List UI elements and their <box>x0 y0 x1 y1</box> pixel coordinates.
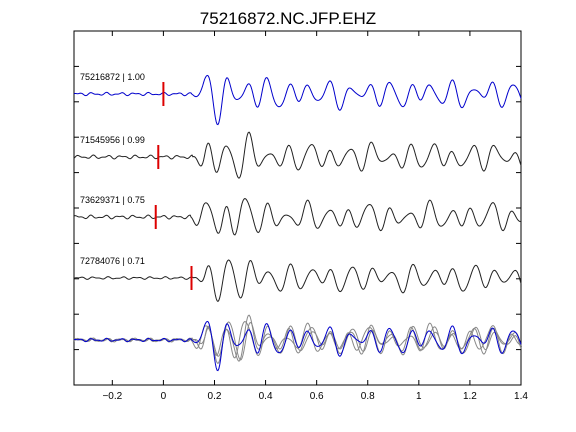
trace-label: 73629371 | 0.75 <box>80 195 145 205</box>
x-tick-label: 0.4 <box>259 391 273 402</box>
trace-label: 72784076 | 0.71 <box>80 256 145 266</box>
trace-line <box>73 259 522 303</box>
x-tick-label: 0.8 <box>361 391 375 402</box>
x-tick-label: 1.4 <box>514 391 528 402</box>
trace-line <box>73 198 522 236</box>
x-tick-label: 0 <box>161 391 167 402</box>
trace-label: 75216872 | 1.00 <box>80 72 145 82</box>
trace-line <box>73 131 522 179</box>
stack-overlay-group <box>73 314 522 372</box>
trace-label: 71545956 | 0.99 <box>80 135 145 145</box>
overlay-reference-line <box>73 320 522 372</box>
chart-title: 75216872.NC.JFP.EHZ <box>200 9 376 28</box>
x-tick-label: 0.6 <box>310 391 324 402</box>
overlay-trace-line <box>73 314 522 362</box>
trace-line <box>73 74 522 126</box>
x-tick-label: 1 <box>416 391 422 402</box>
y-axis <box>74 65 521 351</box>
x-tick-label: 0.2 <box>208 391 222 402</box>
x-tick-label: 1.2 <box>463 391 477 402</box>
trace-label-group: 75216872 | 1.00 71545956 | 0.99 73629371 |… <box>80 72 145 266</box>
trace-group <box>73 74 522 303</box>
x-axis: −0.2 0 0.2 0.4 0.6 0.8 1 1.2 1.4 <box>102 31 528 402</box>
x-tick-label: −0.2 <box>102 391 122 402</box>
